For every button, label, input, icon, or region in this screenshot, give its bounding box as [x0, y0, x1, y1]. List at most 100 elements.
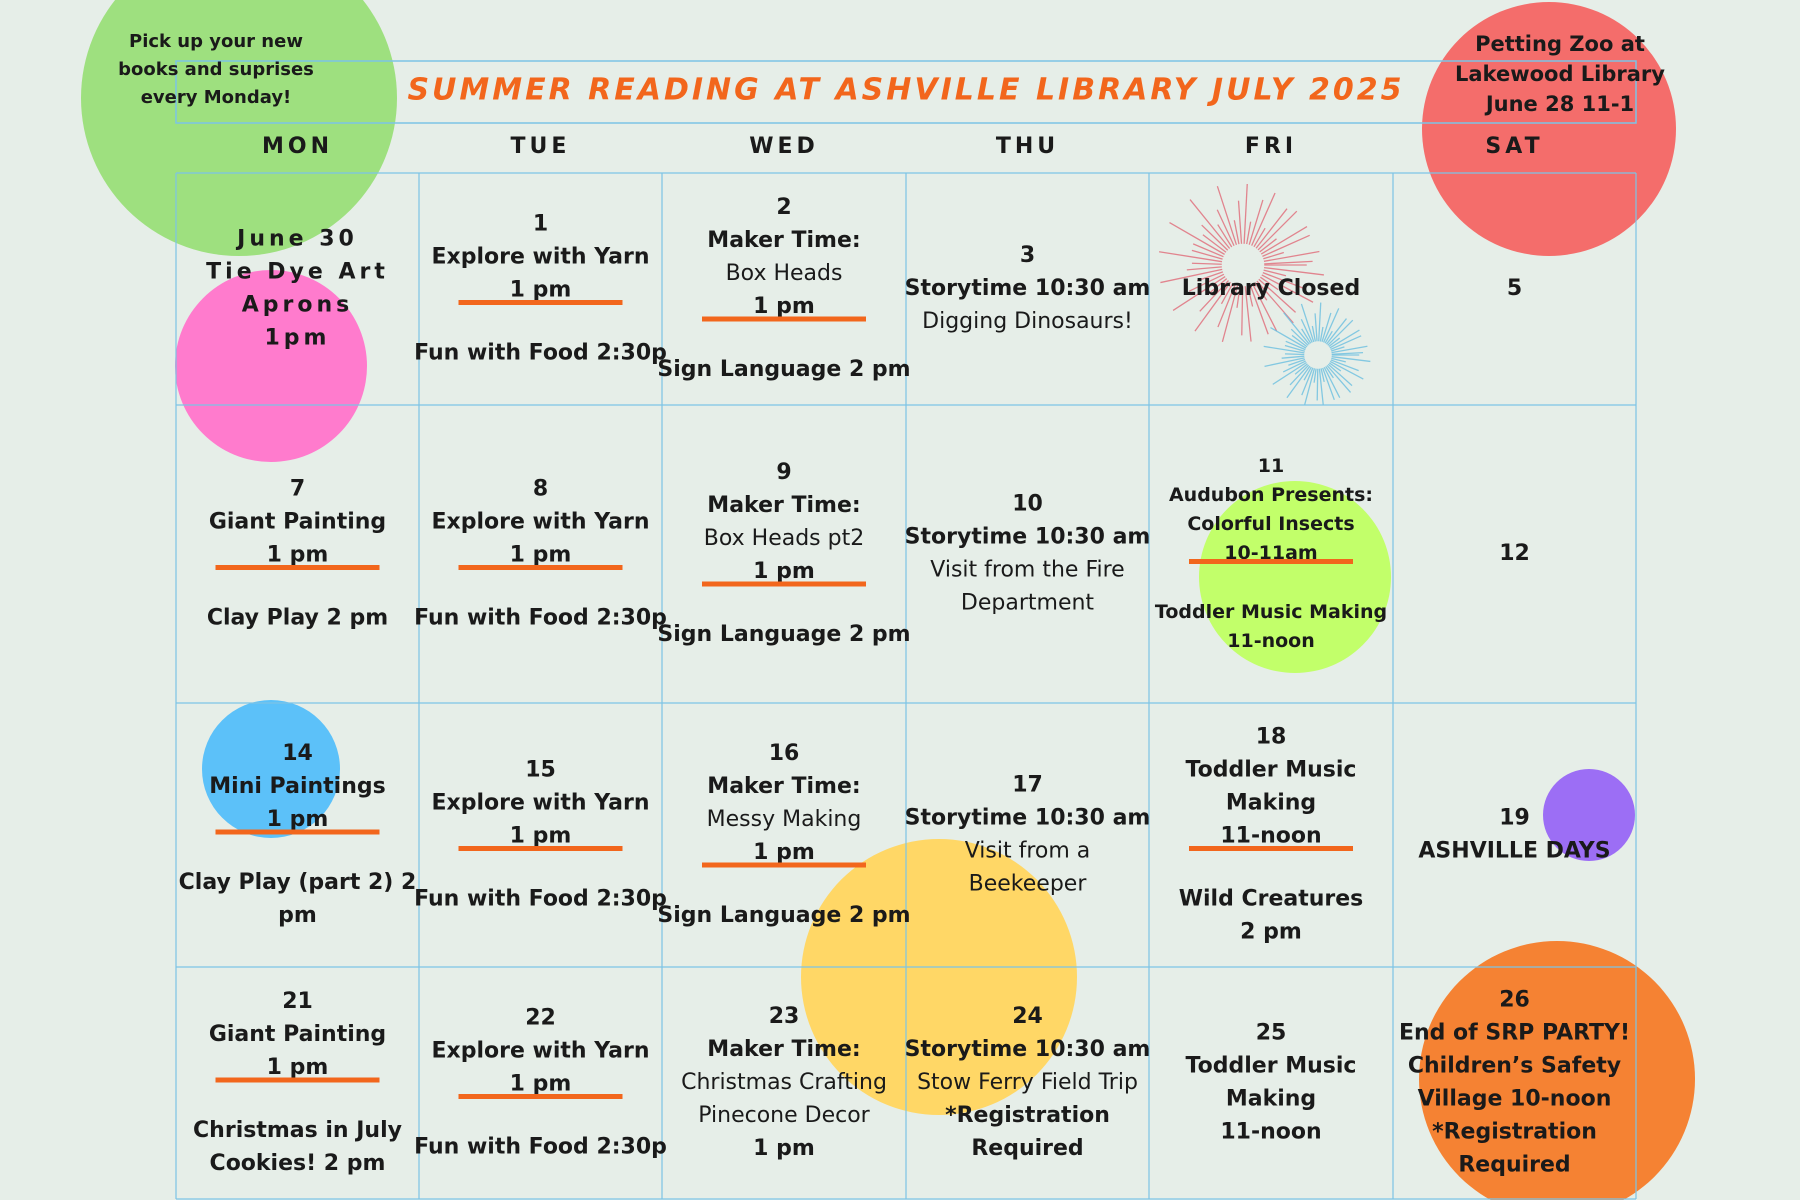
- event-text: Maker Time:: [707, 228, 860, 253]
- firework-ray: [1244, 286, 1252, 342]
- firework-ray: [1325, 318, 1347, 345]
- firework-ray: [1320, 368, 1325, 382]
- firework-ray: [1186, 266, 1222, 271]
- fireworks: [1158, 183, 1371, 405]
- note-left: books and suprises: [118, 59, 314, 80]
- firework-ray: [1323, 366, 1341, 398]
- event-text: Aprons: [242, 293, 354, 318]
- event-text: 7: [290, 477, 305, 502]
- firework-ray: [1251, 192, 1276, 246]
- firework-ray: [1257, 210, 1298, 251]
- firework-ray: [1304, 368, 1316, 405]
- firework-ray: [1196, 271, 1224, 282]
- event-text: 1 pm: [753, 559, 815, 584]
- firework-ray: [1191, 262, 1222, 265]
- firework-ray: [1201, 224, 1229, 251]
- day-header: WED: [749, 134, 819, 159]
- firework-ray: [1314, 313, 1318, 342]
- firework-ray: [1263, 269, 1287, 277]
- firework-ray: [1261, 274, 1314, 303]
- event-text: 11-noon: [1220, 824, 1321, 849]
- firework-ray: [1202, 234, 1227, 253]
- event-text: Toddler Music: [1186, 758, 1357, 783]
- firework-ray: [1253, 227, 1266, 248]
- event-text: Maker Time:: [707, 493, 860, 518]
- firework-ray: [1236, 285, 1241, 308]
- event-text: 11: [1258, 455, 1284, 477]
- firework-ray: [1252, 283, 1278, 332]
- event-text: Library Closed: [1182, 276, 1360, 301]
- firework-ray: [1192, 243, 1224, 258]
- green-circle: [81, 0, 397, 256]
- blue-circle: [202, 700, 340, 838]
- firework-ray: [1260, 225, 1308, 255]
- firework-ray: [1243, 183, 1248, 244]
- firework-ray: [1328, 337, 1341, 348]
- firework-ray: [1327, 319, 1354, 346]
- event-text: 2: [776, 195, 791, 220]
- firework-ray: [1283, 312, 1310, 345]
- firework-ray: [1169, 222, 1225, 255]
- grid: [175, 172, 1637, 1200]
- firework-ray: [1291, 334, 1308, 348]
- event-text: 14: [282, 741, 313, 766]
- pink-circle: [175, 270, 367, 462]
- lime-circle: [1199, 481, 1391, 673]
- event-text: Beekeeper: [969, 872, 1088, 897]
- event-text: Storytime 10:30 am: [905, 1037, 1151, 1062]
- event-text: 3: [1020, 243, 1035, 268]
- event-text: 10-11am: [1224, 542, 1317, 564]
- firework-ray: [1249, 284, 1269, 335]
- firework-ray: [1246, 221, 1252, 245]
- event-text: 18: [1256, 725, 1287, 750]
- event-text: ASHVILLE DAYS: [1418, 839, 1610, 864]
- firework-ray: [1160, 268, 1223, 284]
- firework-ray: [1300, 303, 1315, 343]
- event-text: Colorful Insects: [1187, 513, 1354, 535]
- event-text: Digging Dinosaurs!: [922, 309, 1133, 334]
- firework-ray: [1284, 353, 1305, 356]
- firework-ray: [1316, 368, 1319, 401]
- firework-ray: [1331, 356, 1371, 363]
- event-text: Fun with Food 2:30p: [414, 1135, 667, 1160]
- firework-ray: [1189, 199, 1231, 249]
- firework-ray: [1256, 280, 1294, 324]
- firework-ray: [1327, 363, 1353, 387]
- firework-ray: [1328, 362, 1342, 372]
- event-text: Required: [971, 1136, 1083, 1161]
- yellow-circle: [801, 839, 1077, 1115]
- event-text: Fun with Food 2:30p: [414, 341, 667, 366]
- event-text: 1 pm: [267, 543, 329, 568]
- event-text: Village 10-noon: [1418, 1087, 1612, 1112]
- event-text: 24: [1012, 1004, 1043, 1029]
- firework-ray: [1262, 272, 1307, 290]
- note-right: June 28 11-1: [1484, 92, 1634, 116]
- firework-ray: [1191, 249, 1223, 260]
- event-text: 1 pm: [510, 824, 572, 849]
- firework-ray: [1285, 340, 1306, 351]
- firework-ray: [1289, 364, 1310, 386]
- event-text: Making: [1226, 1087, 1316, 1112]
- firework-ray: [1281, 355, 1305, 359]
- firework-ray: [1322, 367, 1335, 401]
- event-text: Cookies! 2 pm: [210, 1151, 386, 1176]
- firework-ray: [1233, 220, 1240, 245]
- firework-ray: [1241, 286, 1244, 336]
- firework-ray: [1207, 278, 1228, 296]
- firework-ray: [1331, 345, 1368, 354]
- firework-ray: [1264, 260, 1313, 265]
- firework-ray: [1284, 344, 1305, 352]
- firework-ray: [1259, 238, 1277, 253]
- firework-ray: [1158, 251, 1223, 263]
- event-text: Explore with Yarn: [431, 791, 649, 816]
- firework-ray: [1258, 278, 1297, 313]
- firework-ray: [1217, 224, 1233, 248]
- firework-ray: [1270, 326, 1307, 349]
- firework-ray: [1282, 360, 1306, 373]
- firework-ray: [1237, 200, 1243, 244]
- firework-ray: [1172, 276, 1226, 311]
- event-text: Fun with Food 2:30p: [414, 887, 667, 912]
- event-text: Explore with Yarn: [431, 1039, 649, 1064]
- event-text: 1pm: [265, 326, 331, 351]
- red-circle: [1422, 2, 1676, 256]
